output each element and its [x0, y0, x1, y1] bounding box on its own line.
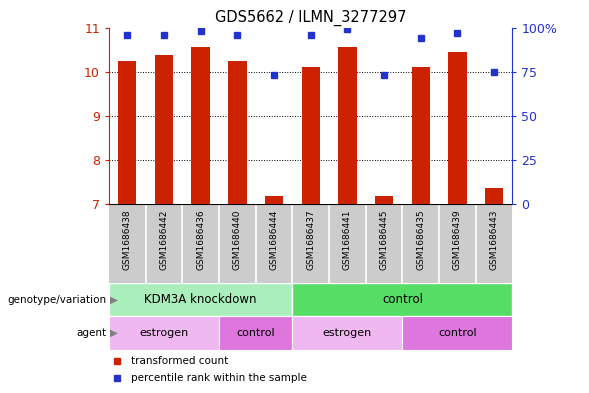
- Text: GSM1686436: GSM1686436: [196, 210, 205, 270]
- Text: GSM1686445: GSM1686445: [379, 210, 389, 270]
- Bar: [292, 316, 402, 350]
- Bar: [338, 48, 356, 204]
- Text: GSM1686444: GSM1686444: [270, 210, 279, 270]
- Bar: [412, 67, 430, 204]
- Text: estrogen: estrogen: [140, 328, 188, 338]
- Bar: [228, 61, 247, 204]
- Bar: [292, 283, 512, 316]
- Text: GSM1686441: GSM1686441: [343, 210, 352, 270]
- Text: control: control: [438, 328, 477, 338]
- Text: GSM1686442: GSM1686442: [160, 210, 168, 270]
- Bar: [109, 283, 292, 316]
- Text: GSM1686438: GSM1686438: [123, 210, 132, 270]
- Bar: [191, 48, 210, 204]
- Bar: [109, 316, 219, 350]
- Text: ▶: ▶: [110, 328, 118, 338]
- Text: transformed count: transformed count: [131, 356, 229, 366]
- Text: genotype/variation: genotype/variation: [7, 295, 106, 305]
- Text: KDM3A knockdown: KDM3A knockdown: [144, 293, 257, 306]
- Text: GSM1686435: GSM1686435: [416, 210, 425, 270]
- Bar: [485, 187, 503, 204]
- Bar: [448, 52, 466, 204]
- Bar: [402, 316, 512, 350]
- Text: GSM1686439: GSM1686439: [453, 210, 462, 270]
- Text: ▶: ▶: [110, 295, 118, 305]
- Bar: [302, 67, 320, 204]
- Text: GSM1686437: GSM1686437: [306, 210, 315, 270]
- Bar: [118, 61, 137, 204]
- Bar: [219, 316, 292, 350]
- Bar: [265, 196, 283, 204]
- Text: percentile rank within the sample: percentile rank within the sample: [131, 373, 307, 383]
- Text: agent: agent: [76, 328, 106, 338]
- Bar: [375, 196, 393, 204]
- Bar: [155, 55, 173, 204]
- Text: GSM1686443: GSM1686443: [489, 210, 499, 270]
- Text: GSM1686440: GSM1686440: [233, 210, 242, 270]
- Text: estrogen: estrogen: [323, 328, 372, 338]
- Text: control: control: [382, 293, 423, 306]
- Title: GDS5662 / ILMN_3277297: GDS5662 / ILMN_3277297: [215, 10, 406, 26]
- Text: control: control: [236, 328, 275, 338]
